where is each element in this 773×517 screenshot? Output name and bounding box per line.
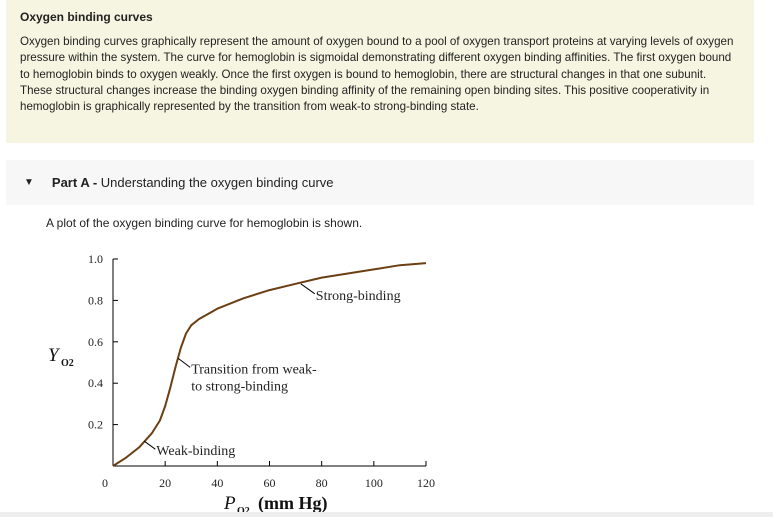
y-axis-label-sub: O2: [61, 358, 74, 369]
x-axis-unit: (mm Hg): [258, 493, 327, 514]
y-tick-label: 0.8: [88, 293, 103, 307]
x-tick-label: 120: [417, 476, 435, 490]
y-tick-label: 0.6: [88, 335, 103, 349]
x-axis-label-sub: O2: [237, 506, 250, 517]
part-a-header[interactable]: ▼ Part A - Understanding the oxygen bind…: [6, 160, 754, 205]
x-axis-label: P: [223, 493, 236, 514]
y-axis-label: Y: [48, 345, 61, 366]
part-title: Understanding the oxygen binding curve: [100, 175, 334, 190]
intro-panel: Oxygen binding curves Oxygen binding cur…: [6, 0, 754, 143]
annotation-transition: Transition from weak-: [191, 362, 317, 377]
y-tick-label: 0.4: [88, 376, 103, 390]
collapse-triangle-icon[interactable]: ▼: [24, 177, 34, 188]
intro-title: Oxygen binding curves: [20, 10, 153, 24]
y-tick-label: 1.0: [88, 252, 103, 266]
x-tick-label: 40: [211, 476, 223, 490]
x-tick-label: 60: [264, 476, 276, 490]
part-label: Part A -: [51, 175, 98, 190]
binding-curve: [112, 262, 427, 467]
bottom-strip: [0, 512, 773, 517]
annotation-strong-binding: Strong-binding: [316, 289, 401, 304]
x-tick-label: 0: [102, 476, 108, 490]
annotation-leader: [300, 283, 316, 295]
part-prompt: A plot of the oxygen binding curve for h…: [46, 216, 363, 230]
annotation-leader: [177, 357, 191, 368]
annotation-leader: [144, 440, 156, 450]
annotation-transition-line2: to strong-binding: [191, 379, 288, 394]
y-tick-label: 0.2: [88, 418, 103, 432]
x-tick-label: 20: [159, 476, 171, 490]
x-tick-label: 80: [316, 476, 328, 490]
annotation-weak-binding: Weak-binding: [156, 444, 235, 459]
x-tick-label: 100: [365, 476, 383, 490]
intro-text: Oxygen binding curves graphically repres…: [20, 35, 734, 114]
